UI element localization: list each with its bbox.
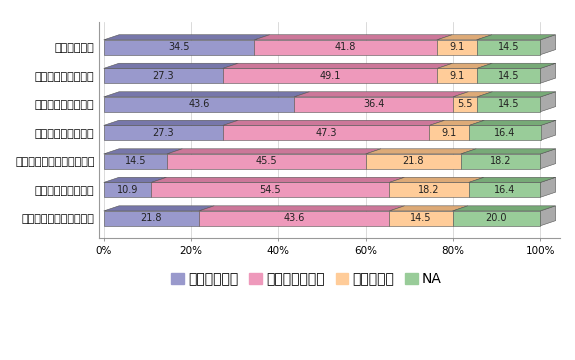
Text: 47.3: 47.3: [316, 128, 337, 138]
Text: 20.0: 20.0: [485, 213, 507, 223]
Polygon shape: [199, 206, 405, 211]
Polygon shape: [151, 177, 405, 183]
Text: 14.5: 14.5: [498, 71, 519, 81]
Polygon shape: [254, 40, 437, 55]
Polygon shape: [540, 35, 555, 55]
Polygon shape: [294, 92, 468, 97]
Text: 16.4: 16.4: [494, 128, 516, 138]
Polygon shape: [540, 206, 555, 226]
Polygon shape: [104, 97, 294, 112]
Polygon shape: [199, 211, 389, 226]
Text: 9.1: 9.1: [442, 128, 457, 138]
Polygon shape: [540, 149, 555, 169]
Polygon shape: [477, 40, 540, 55]
Polygon shape: [104, 149, 182, 154]
Polygon shape: [540, 92, 555, 112]
Polygon shape: [540, 63, 555, 83]
Polygon shape: [104, 63, 238, 68]
Polygon shape: [453, 92, 492, 97]
Polygon shape: [469, 183, 540, 197]
Text: 10.9: 10.9: [117, 185, 138, 195]
Text: 16.4: 16.4: [494, 185, 515, 195]
Text: 21.8: 21.8: [402, 156, 424, 166]
Polygon shape: [104, 92, 309, 97]
Text: 14.5: 14.5: [410, 213, 432, 223]
Polygon shape: [461, 149, 555, 154]
Polygon shape: [294, 97, 453, 112]
Polygon shape: [366, 154, 461, 169]
Polygon shape: [461, 154, 540, 169]
Text: 43.6: 43.6: [283, 213, 305, 223]
Text: 14.5: 14.5: [125, 156, 146, 166]
Polygon shape: [477, 35, 555, 40]
Polygon shape: [438, 63, 492, 68]
Polygon shape: [430, 125, 469, 140]
Polygon shape: [167, 154, 366, 169]
Polygon shape: [477, 68, 540, 83]
Polygon shape: [389, 211, 453, 226]
Text: 9.1: 9.1: [449, 42, 465, 52]
Polygon shape: [104, 183, 151, 197]
Text: 18.2: 18.2: [418, 185, 440, 195]
Text: 54.5: 54.5: [259, 185, 281, 195]
Polygon shape: [438, 68, 477, 83]
Polygon shape: [477, 92, 555, 97]
Polygon shape: [540, 177, 555, 197]
Text: 34.5: 34.5: [168, 42, 190, 52]
Polygon shape: [104, 120, 238, 125]
Polygon shape: [453, 211, 540, 226]
Polygon shape: [477, 97, 540, 112]
Polygon shape: [366, 149, 476, 154]
Polygon shape: [430, 120, 485, 125]
Polygon shape: [151, 183, 389, 197]
Polygon shape: [104, 68, 223, 83]
Polygon shape: [104, 40, 254, 55]
Text: 18.2: 18.2: [490, 156, 511, 166]
Polygon shape: [469, 120, 556, 125]
Polygon shape: [104, 154, 167, 169]
Text: 14.5: 14.5: [497, 42, 519, 52]
Polygon shape: [540, 120, 555, 140]
Polygon shape: [437, 40, 477, 55]
Polygon shape: [469, 125, 541, 140]
Polygon shape: [389, 183, 469, 197]
Text: 5.5: 5.5: [457, 99, 473, 109]
Polygon shape: [453, 97, 477, 112]
Polygon shape: [104, 211, 199, 226]
Polygon shape: [104, 206, 214, 211]
Text: 9.1: 9.1: [450, 71, 465, 81]
Text: 14.5: 14.5: [498, 99, 519, 109]
Polygon shape: [223, 68, 438, 83]
Text: 41.8: 41.8: [335, 42, 356, 52]
Text: 43.6: 43.6: [188, 99, 210, 109]
Polygon shape: [254, 35, 452, 40]
Polygon shape: [223, 120, 444, 125]
Text: 27.3: 27.3: [152, 71, 174, 81]
Polygon shape: [477, 63, 555, 68]
Polygon shape: [167, 149, 381, 154]
Text: 27.3: 27.3: [152, 128, 174, 138]
Polygon shape: [389, 177, 484, 183]
Polygon shape: [104, 125, 223, 140]
Legend: 実施している, 実施していない, わからない, NA: 実施している, 実施していない, わからない, NA: [166, 267, 447, 292]
Polygon shape: [104, 35, 270, 40]
Polygon shape: [469, 177, 555, 183]
Polygon shape: [453, 206, 555, 211]
Polygon shape: [223, 63, 453, 68]
Polygon shape: [223, 125, 430, 140]
Text: 49.1: 49.1: [320, 71, 341, 81]
Polygon shape: [389, 206, 468, 211]
Text: 21.8: 21.8: [140, 213, 162, 223]
Polygon shape: [437, 35, 492, 40]
Text: 45.5: 45.5: [255, 156, 277, 166]
Polygon shape: [104, 177, 167, 183]
Text: 36.4: 36.4: [363, 99, 384, 109]
